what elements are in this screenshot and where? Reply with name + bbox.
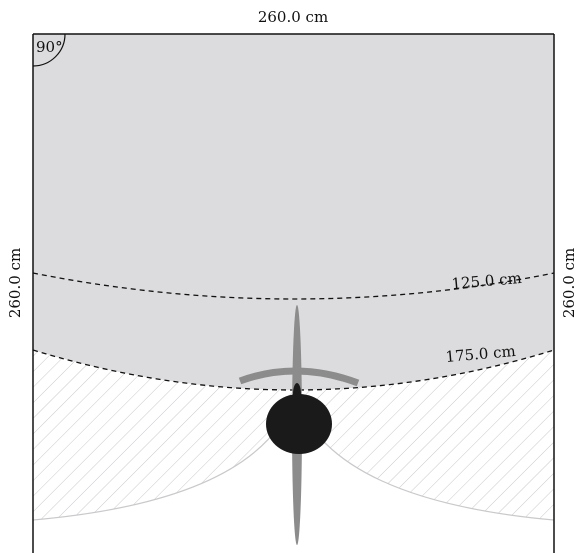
hatched-zone (33, 350, 554, 520)
dimension-top-label: 260.0 cm (258, 8, 328, 26)
drone-nose (293, 383, 301, 405)
drone (238, 305, 360, 545)
range-arc-125 (32, 272, 555, 300)
dimension-right-label: 260.0 cm (560, 248, 578, 318)
angle-label: 90° (36, 38, 63, 56)
angle-arc (32, 33, 66, 67)
drone-body (266, 394, 332, 454)
dimension-left-label: 260.0 cm (6, 248, 24, 318)
